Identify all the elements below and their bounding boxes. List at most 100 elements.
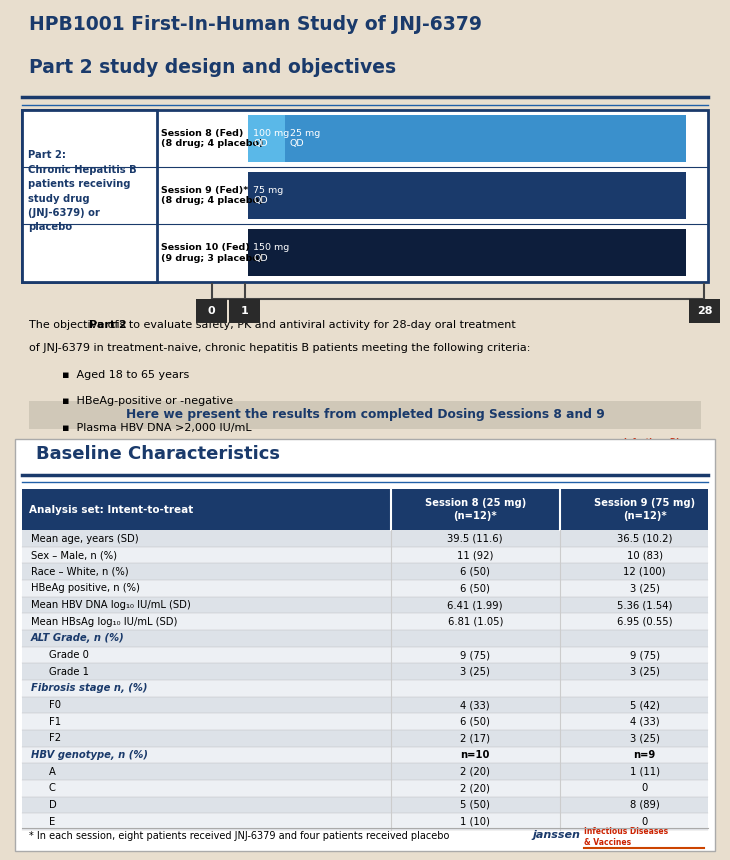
FancyBboxPatch shape — [29, 401, 701, 429]
Text: ▪  Plasma HBV DNA >2,000 IU/mL: ▪ Plasma HBV DNA >2,000 IU/mL — [62, 423, 252, 433]
FancyBboxPatch shape — [22, 530, 708, 547]
Text: 9 (75): 9 (75) — [460, 650, 491, 660]
Text: 0: 0 — [642, 817, 648, 826]
Text: 3 (25): 3 (25) — [630, 583, 659, 593]
Text: 6.81 (1.05): 6.81 (1.05) — [447, 617, 503, 627]
FancyBboxPatch shape — [22, 764, 708, 780]
Text: Sex – Male, n (%): Sex – Male, n (%) — [31, 550, 117, 560]
Text: D: D — [49, 800, 57, 810]
Text: 3 (25): 3 (25) — [461, 666, 490, 677]
Text: 6 (50): 6 (50) — [461, 567, 490, 577]
Text: Session 9 (75 mg)
(n=12)*: Session 9 (75 mg) (n=12)* — [594, 498, 695, 521]
Text: HBV genotype, n (%): HBV genotype, n (%) — [31, 750, 147, 760]
Text: Part 2:
Chronic Hepatitis B
patients receiving
study drug
(JNJ-6379) or
placebo: Part 2: Chronic Hepatitis B patients rec… — [28, 150, 137, 232]
Text: 5.36 (1.54): 5.36 (1.54) — [617, 600, 672, 610]
FancyBboxPatch shape — [689, 299, 720, 322]
Text: HPB1001 First-In-Human Study of JNJ-6379: HPB1001 First-In-Human Study of JNJ-6379 — [29, 15, 483, 34]
Text: 75 mg
QD: 75 mg QD — [253, 186, 283, 206]
Text: Baseline Characteristics: Baseline Characteristics — [36, 445, 280, 463]
FancyBboxPatch shape — [22, 613, 708, 630]
Text: * In each session, eight patients received JNJ-6379 and four patients received p: * In each session, eight patients receiv… — [29, 831, 450, 841]
Text: 25 mg
QD: 25 mg QD — [290, 129, 320, 148]
FancyBboxPatch shape — [15, 439, 715, 851]
Text: 1 (10): 1 (10) — [461, 817, 490, 826]
Text: Grade 1: Grade 1 — [49, 666, 89, 677]
Text: janssen: janssen — [533, 830, 581, 840]
Text: 11 (92): 11 (92) — [457, 550, 493, 560]
Text: F2: F2 — [49, 734, 61, 743]
FancyBboxPatch shape — [22, 580, 708, 597]
FancyBboxPatch shape — [22, 713, 708, 730]
Text: Part 2: Part 2 — [89, 321, 127, 330]
Text: 3 (25): 3 (25) — [630, 734, 659, 743]
Text: C: C — [49, 783, 55, 793]
Text: F0: F0 — [49, 700, 61, 710]
Text: 2 (20): 2 (20) — [461, 783, 490, 793]
Text: HBeAg positive, n (%): HBeAg positive, n (%) — [31, 583, 139, 593]
Text: 5: 5 — [700, 443, 708, 456]
Text: 2 (17): 2 (17) — [460, 734, 491, 743]
Text: Infectious Diseases
& Vaccines: Infectious Diseases & Vaccines — [584, 827, 668, 847]
Text: 0: 0 — [208, 305, 215, 316]
Text: 1 (11): 1 (11) — [629, 766, 660, 777]
Text: ▪  No signs of advanced liver disease (e.g. Metavir stage <F3): ▪ No signs of advanced liver disease (e.… — [62, 450, 410, 460]
Text: The objective of: The objective of — [29, 321, 122, 330]
Text: 6.41 (1.99): 6.41 (1.99) — [447, 600, 503, 610]
Text: Session 8 (Fed)
(8 drug; 4 placebo): Session 8 (Fed) (8 drug; 4 placebo) — [161, 129, 263, 148]
Text: Grade 0: Grade 0 — [49, 650, 89, 660]
Bar — [248, 230, 686, 277]
FancyBboxPatch shape — [22, 547, 708, 563]
Text: 5 (42): 5 (42) — [630, 700, 659, 710]
FancyBboxPatch shape — [196, 299, 227, 322]
Text: 39.5 (11.6): 39.5 (11.6) — [447, 533, 503, 544]
FancyBboxPatch shape — [22, 796, 708, 814]
FancyBboxPatch shape — [22, 663, 708, 680]
Text: 1: 1 — [241, 305, 248, 316]
Text: 12 (100): 12 (100) — [623, 567, 666, 577]
FancyBboxPatch shape — [22, 647, 708, 663]
Bar — [248, 114, 285, 162]
Text: E: E — [49, 817, 55, 826]
Text: 5 (50): 5 (50) — [461, 800, 490, 810]
Text: 8 (89): 8 (89) — [630, 800, 659, 810]
Text: 6.95 (0.55): 6.95 (0.55) — [617, 617, 672, 627]
Bar — [285, 114, 686, 162]
FancyBboxPatch shape — [22, 597, 708, 613]
Text: Session 8 (25 mg)
(n=12)*: Session 8 (25 mg) (n=12)* — [425, 498, 526, 521]
Text: Race – White, n (%): Race – White, n (%) — [31, 567, 128, 577]
FancyBboxPatch shape — [22, 109, 708, 282]
Text: is to evaluate safety, PK and antiviral activity for 28-day oral treatment: is to evaluate safety, PK and antiviral … — [113, 321, 516, 330]
Text: janssen: janssen — [577, 440, 625, 451]
FancyBboxPatch shape — [22, 746, 708, 764]
Bar — [248, 172, 686, 219]
Text: 4 (33): 4 (33) — [461, 700, 490, 710]
FancyBboxPatch shape — [22, 814, 708, 830]
Text: 4 (33): 4 (33) — [630, 716, 659, 727]
Text: Mean HBsAg log₁₀ IU/mL (SD): Mean HBsAg log₁₀ IU/mL (SD) — [31, 617, 177, 627]
Text: A: A — [49, 766, 55, 777]
Text: F1: F1 — [49, 716, 61, 727]
Text: ALT Grade, n (%): ALT Grade, n (%) — [31, 634, 124, 643]
FancyBboxPatch shape — [22, 697, 708, 713]
Text: Session 9 (Fed)*
(8 drug; 4 placebo): Session 9 (Fed)* (8 drug; 4 placebo) — [161, 186, 263, 206]
Text: Here we present the results from completed Dosing Sessions 8 and 9: Here we present the results from complet… — [126, 408, 604, 421]
Text: 36.5 (10.2): 36.5 (10.2) — [617, 533, 672, 544]
Text: 28: 28 — [696, 305, 712, 316]
Text: Mean age, years (SD): Mean age, years (SD) — [31, 533, 138, 544]
Text: 10 (83): 10 (83) — [626, 550, 663, 560]
Text: of JNJ-6379 in treatment-naive, chronic hepatitis B patients meeting the followi: of JNJ-6379 in treatment-naive, chronic … — [29, 343, 531, 353]
FancyBboxPatch shape — [22, 489, 708, 530]
FancyBboxPatch shape — [22, 780, 708, 796]
Text: 100 mg
QD: 100 mg QD — [253, 129, 290, 148]
FancyBboxPatch shape — [22, 109, 157, 282]
Text: 6 (50): 6 (50) — [461, 583, 490, 593]
Text: Fibrosis stage n, (%): Fibrosis stage n, (%) — [31, 684, 147, 693]
FancyBboxPatch shape — [229, 299, 260, 322]
Text: n=9: n=9 — [634, 750, 656, 760]
Text: Infectious Diseases
& Vaccines: Infectious Diseases & Vaccines — [624, 438, 708, 458]
Text: n=10: n=10 — [461, 750, 490, 760]
FancyBboxPatch shape — [22, 630, 708, 647]
Text: ▪  Aged 18 to 65 years: ▪ Aged 18 to 65 years — [62, 370, 189, 380]
Text: 9 (75): 9 (75) — [629, 650, 660, 660]
Text: 2 (20): 2 (20) — [461, 766, 490, 777]
